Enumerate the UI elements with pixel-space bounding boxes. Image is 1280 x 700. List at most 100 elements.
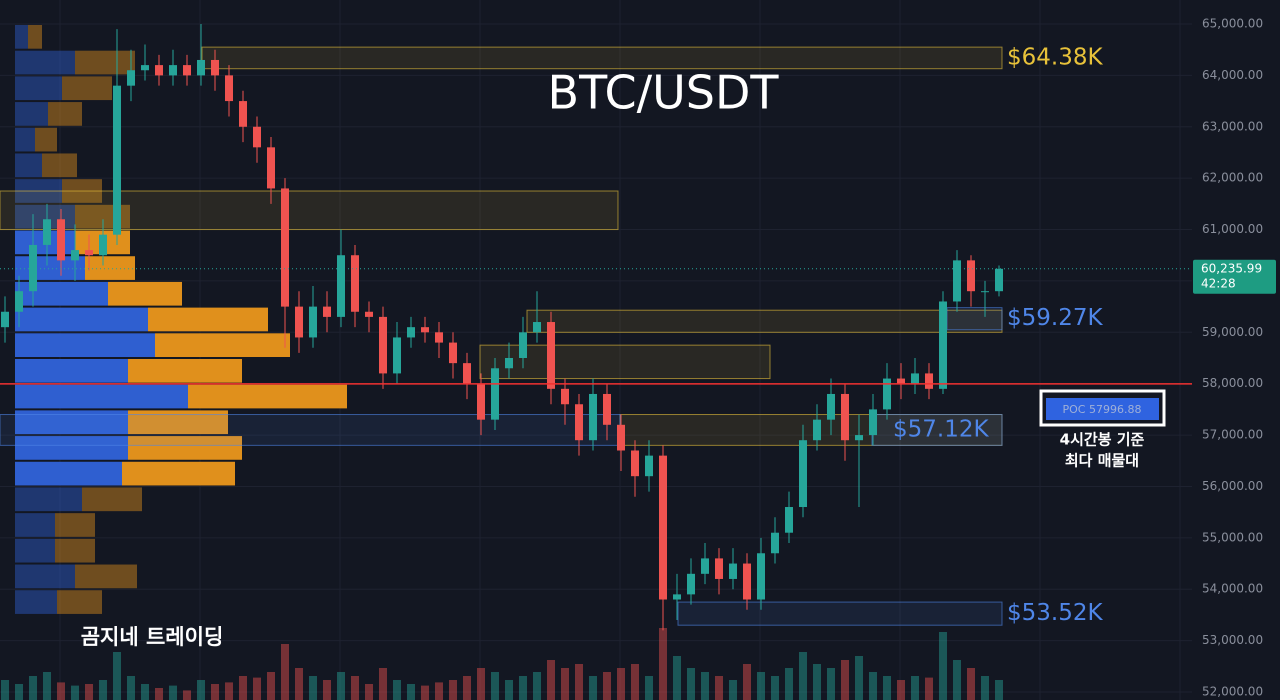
- profile-sell: [75, 564, 137, 589]
- profile-buy: [15, 487, 82, 512]
- volume-bar: [169, 685, 177, 700]
- volume-bar: [547, 660, 555, 700]
- candle-body: [911, 373, 919, 384]
- volume-bar: [869, 672, 877, 700]
- volume-bar: [477, 668, 485, 700]
- volume-bar: [645, 676, 653, 700]
- candle-body: [533, 322, 541, 333]
- y-tick-label: 58,000.00: [1202, 376, 1263, 390]
- candle-body: [141, 65, 149, 71]
- volume-bar: [239, 676, 247, 700]
- volume-bar: [253, 677, 261, 700]
- y-tick-label: 63,000.00: [1202, 119, 1263, 133]
- profile-buy: [15, 461, 122, 486]
- candle-body: [743, 563, 751, 600]
- profile-buy: [15, 25, 28, 49]
- volume-bar: [29, 676, 37, 700]
- candle-body: [715, 558, 723, 579]
- candle-body: [701, 558, 709, 574]
- candle-body: [589, 393, 597, 441]
- y-tick-label: 65,000.00: [1202, 17, 1263, 31]
- candle-body: [673, 594, 681, 600]
- poc-label: POC 57996.88: [1063, 403, 1142, 416]
- profile-buy: [15, 307, 148, 332]
- zone: [0, 190, 619, 231]
- profile-buy: [15, 384, 188, 409]
- profile-buy: [15, 281, 108, 306]
- profile-sell: [55, 538, 95, 563]
- poc-note: 최다 매물대: [1065, 452, 1139, 470]
- volume-bar: [883, 676, 891, 700]
- volume-bar: [813, 664, 821, 700]
- volume-bar: [407, 684, 415, 700]
- profile-buy: [15, 538, 55, 563]
- candle-body: [57, 219, 65, 261]
- price-tag-value: 60,235.99: [1201, 261, 1262, 275]
- candle-body: [323, 306, 331, 317]
- candle-body: [897, 378, 905, 384]
- profile-sell: [128, 436, 242, 460]
- candle-body: [253, 126, 261, 148]
- candle-body: [1, 311, 9, 328]
- y-tick-label: 56,000.00: [1202, 479, 1263, 493]
- profile-sell: [108, 281, 182, 306]
- volume-bar: [309, 676, 317, 700]
- zone: [526, 309, 1003, 333]
- candle-body: [351, 255, 359, 312]
- profile-buy: [15, 590, 57, 614]
- candle-body: [659, 455, 667, 600]
- profile-buy: [15, 127, 35, 152]
- candle-body: [925, 373, 933, 389]
- profile-buy: [15, 359, 128, 383]
- candle-body: [617, 424, 625, 451]
- candle-body: [967, 260, 975, 292]
- candle-body: [393, 337, 401, 374]
- candle-body: [309, 306, 317, 338]
- candle-body: [337, 255, 345, 317]
- profile-buy: [15, 410, 128, 435]
- volume-bar: [687, 668, 695, 700]
- candle-body: [379, 316, 387, 374]
- candle-body: [183, 65, 191, 76]
- volume-bar: [715, 676, 723, 700]
- profile-sell: [85, 256, 135, 280]
- volume-bar: [589, 676, 597, 700]
- volume-bar: [295, 668, 303, 700]
- volume-bar: [939, 632, 947, 700]
- price-tag-countdown: 42:28: [1201, 276, 1236, 290]
- candle-body: [519, 332, 527, 358]
- candle-body: [197, 59, 205, 76]
- candle-body: [99, 234, 107, 256]
- volume-bar: [533, 672, 541, 700]
- volume-bar: [15, 684, 23, 700]
- candle-body: [575, 404, 583, 441]
- zone: [479, 344, 771, 380]
- volume-bar: [281, 644, 289, 700]
- candle-body: [841, 393, 849, 441]
- poc-frame: [1039, 389, 1166, 427]
- candle-body: [995, 268, 1003, 292]
- profile-buy: [15, 76, 62, 101]
- candle-body: [953, 260, 961, 302]
- y-tick-label: 59,000.00: [1202, 325, 1263, 339]
- candle-body: [785, 507, 793, 533]
- volume-bar: [575, 664, 583, 700]
- profile-sell: [48, 102, 82, 126]
- zone-label: $59.27K: [1007, 305, 1103, 331]
- zone: [201, 46, 1003, 70]
- candle-body: [939, 301, 947, 389]
- profile-buy: [15, 153, 42, 178]
- y-tick-label: 62,000.00: [1202, 171, 1263, 185]
- profile-sell: [148, 307, 268, 332]
- candle-body: [365, 311, 373, 317]
- volume-bar: [435, 682, 443, 700]
- candle-body: [71, 250, 79, 261]
- candle-body: [771, 532, 779, 554]
- candle-body: [603, 393, 611, 425]
- candle-body: [169, 65, 177, 76]
- candle-body: [883, 378, 891, 410]
- volume-bar: [967, 668, 975, 700]
